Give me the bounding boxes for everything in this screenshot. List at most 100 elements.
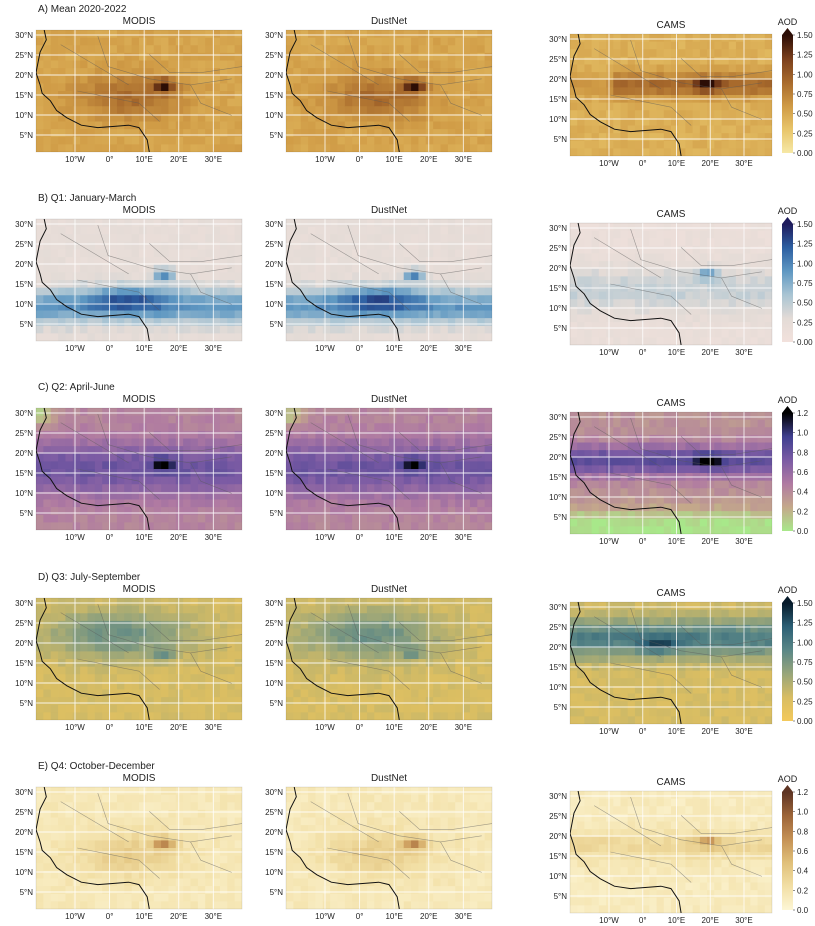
aod-cell [175,453,184,462]
aod-cell [300,476,309,485]
aod-cell [381,295,390,304]
aod-cell [161,446,169,455]
lon-tick-label: 20°E [420,344,437,353]
aod-cell [591,511,600,520]
aod-cell [374,507,383,516]
aod-cell [330,423,338,432]
aod-cell [570,291,578,300]
aod-cell [591,503,600,512]
aod-cell [87,651,96,660]
aod-cell [139,106,147,115]
aod-cell [721,268,730,277]
graticule [36,30,242,152]
aod-cell [72,226,81,235]
aod-cell [381,60,390,69]
aod-cell [337,605,346,614]
aod-cell [728,117,737,126]
aod-cell [344,712,353,720]
aod-cell [80,272,88,281]
aod-cell [462,310,471,319]
aod-cell [642,503,650,512]
aod-cell [212,605,221,614]
aod-cell [94,226,103,235]
aod-cell [153,613,162,622]
aod-cell [381,144,390,152]
aod-cell [87,60,96,69]
country-border [190,652,232,684]
aod-cell [418,438,427,447]
aod-cell [80,507,88,516]
aod-cell [577,291,585,300]
aod-cell [433,461,441,470]
aod-cell [234,249,242,258]
aod-cell [403,241,412,250]
aod-cell [175,712,184,720]
aod-cell [577,110,585,119]
aod-cell [591,261,600,270]
aod-cell [462,68,471,77]
aod-cell [663,518,672,527]
aod-cell [344,689,353,698]
aod-cell [72,674,81,683]
aod-cell [359,37,368,46]
aod-cell [591,230,600,239]
aod-cell [344,52,353,61]
aod-cell [728,133,737,142]
lat-tick-label: 25°N [265,240,283,249]
aod-cell [50,37,59,46]
aod-cell [613,412,621,421]
aod-cell [352,241,360,250]
aod-cell [72,620,81,629]
aod-cell [707,299,715,308]
aod-cell [50,310,59,319]
aod-cell [584,268,593,277]
aod-cell [139,681,147,690]
aod-cell [116,636,125,645]
aod-cell [36,453,44,462]
aod-cell [227,83,236,92]
aod-cell [735,268,744,277]
aod-cell [678,276,686,285]
aod-cell [663,329,672,338]
aod-cell [425,408,434,417]
aod-cell [359,295,368,304]
aod-cell [577,518,585,527]
panel-title: CAMS [657,209,686,220]
aod-cell [620,133,629,142]
aod-cell [50,613,59,622]
aod-cell [131,45,140,54]
aod-cell [330,83,338,92]
aod-cell [322,264,331,273]
aod-cell [286,613,294,622]
aod-cell [721,72,730,81]
aod-cell [50,272,59,281]
aod-cell [570,488,578,497]
aod-cell [642,230,650,239]
aod-cell [183,287,191,296]
aod-cell [743,268,751,277]
aod-cell [671,268,679,277]
aod-cell [293,113,302,122]
aod-cell [234,325,242,334]
aod-cell [234,415,242,424]
aod-cell [72,37,81,46]
aod-cell [750,442,758,451]
aod-cell [750,314,758,323]
aod-cell [58,666,66,675]
aod-cell [411,234,419,243]
aod-cell [308,666,316,675]
aod-cell [735,148,744,156]
aod-cell [161,121,169,130]
aod-cell [389,113,397,122]
aod-cell [743,140,751,149]
aod-cell [469,219,478,228]
aod-cell [757,230,766,239]
aod-cell [469,129,478,138]
aod-cell [469,30,478,39]
aod-cell [735,526,744,534]
aod-cell [50,302,59,311]
aod-cell [65,438,74,447]
aod-cell [447,461,456,470]
aod-cell [735,238,744,247]
aod-cell [728,450,737,459]
